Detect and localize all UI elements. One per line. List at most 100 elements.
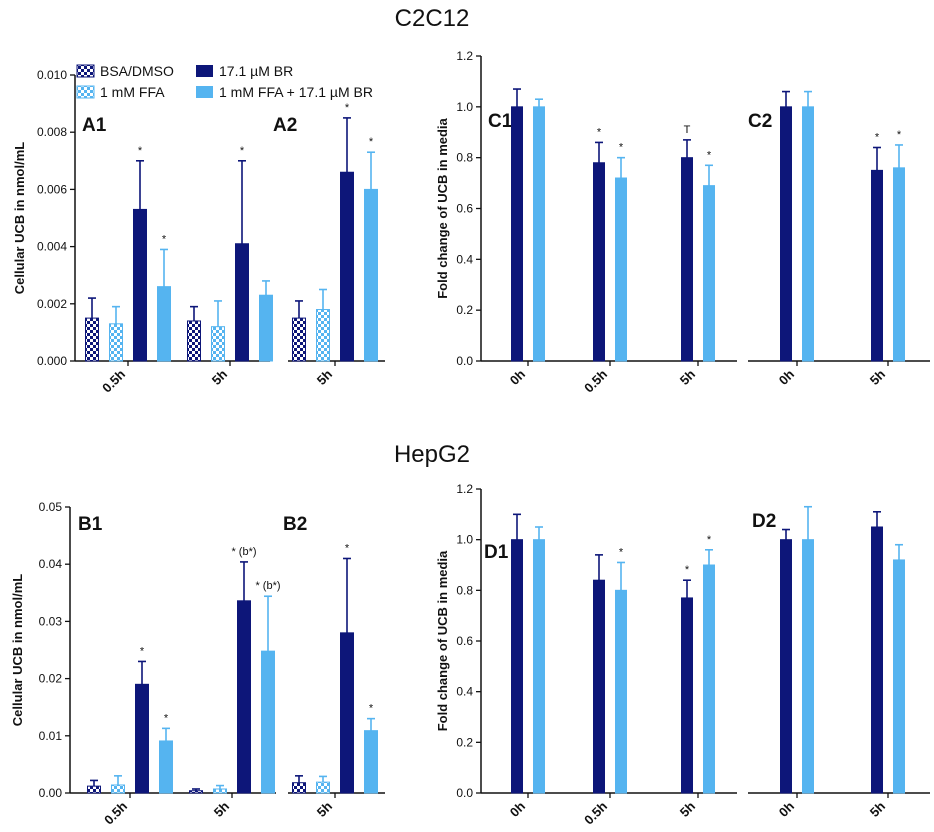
significance-mark: * bbox=[685, 564, 690, 576]
bar bbox=[237, 600, 251, 794]
bar bbox=[511, 106, 523, 362]
y-tick-label: 0.000 bbox=[37, 354, 67, 368]
chart-B: 0.00 0.01 0.02 0.03 0.04 0.05 Cellular UCB in … bbox=[10, 500, 385, 828]
x-tick-label: 5h bbox=[211, 798, 232, 819]
bar bbox=[681, 157, 693, 362]
y-tick-label: 1.0 bbox=[456, 100, 473, 114]
bar bbox=[316, 781, 330, 794]
bar bbox=[292, 317, 306, 362]
bar bbox=[871, 169, 883, 362]
significance-mark: * bbox=[875, 132, 880, 144]
y-tick-label: 0.03 bbox=[39, 614, 63, 628]
legend-swatch-ffa bbox=[76, 85, 95, 99]
bar bbox=[364, 188, 378, 362]
bar bbox=[111, 784, 125, 794]
bar bbox=[87, 785, 101, 794]
x-tick-label: 0.5h bbox=[101, 798, 130, 827]
y-tick-label: 0.01 bbox=[39, 729, 63, 743]
significance-mark: * bbox=[619, 546, 624, 558]
bar bbox=[533, 539, 545, 794]
bar bbox=[133, 208, 147, 362]
bar bbox=[780, 106, 792, 362]
significance-mark: * bbox=[707, 149, 712, 161]
y-tick-label: 0.05 bbox=[39, 500, 63, 514]
significance-mark: * bbox=[897, 129, 902, 141]
panel-B1: B1 0.5h * * 5h * (b*) * (b*) bbox=[70, 514, 281, 828]
chart-A: 0.000 0.002 0.004 0.006 0.008 0.010 Cellular U… bbox=[12, 68, 385, 396]
bar bbox=[893, 167, 905, 362]
y-tick-label: 0.8 bbox=[456, 583, 473, 597]
panel-D2: D2 0h 5h bbox=[748, 505, 930, 820]
x-tick-label: 5h bbox=[209, 366, 230, 387]
plots-layer: 0.000 0.002 0.004 0.006 0.008 0.010 Cellular U… bbox=[10, 49, 930, 828]
chart-D: 0.0 0.2 0.4 0.6 0.8 1.0 1.2 Fold change of UCB … bbox=[435, 482, 930, 828]
bar bbox=[802, 106, 814, 362]
bar bbox=[340, 632, 354, 794]
bar bbox=[615, 589, 627, 794]
y-tick-label: 0.6 bbox=[456, 202, 473, 216]
bar bbox=[292, 782, 306, 794]
x-tick-label: 5h bbox=[677, 366, 698, 387]
y-tick-label: 0.0 bbox=[456, 786, 473, 800]
bar bbox=[871, 526, 883, 794]
significance-mark: * bbox=[140, 645, 145, 657]
legend-label-bsa-dmso: BSA/DMSO bbox=[100, 63, 174, 79]
y-axis-title: Fold change of UCB in media bbox=[435, 117, 450, 298]
significance-mark: * bbox=[240, 145, 245, 157]
panel-C2: C2 0h 5h * * bbox=[748, 90, 930, 388]
x-tick-label: 5h bbox=[677, 798, 698, 819]
bar bbox=[213, 788, 227, 794]
section-title-hepg2: HepG2 bbox=[394, 441, 470, 468]
panel-label: C1 bbox=[488, 111, 513, 132]
panel-D1: D1 0h 0.5h * 5h * * bbox=[481, 513, 737, 828]
panel-label: A2 bbox=[273, 115, 297, 136]
x-tick-label: 0.5h bbox=[99, 366, 128, 395]
bar bbox=[259, 294, 273, 362]
bar bbox=[681, 597, 693, 794]
significance-mark: * (b*) bbox=[255, 580, 280, 592]
bar bbox=[364, 730, 378, 794]
bar bbox=[187, 320, 201, 362]
significance-mark: * bbox=[345, 542, 350, 554]
bar bbox=[615, 177, 627, 362]
y-axis-title: Cellular UCB in nmol/mL bbox=[12, 142, 27, 294]
x-tick-label: 0h bbox=[507, 366, 528, 387]
section-title-c2c12: C2C12 bbox=[395, 5, 470, 32]
significance-mark: * bbox=[345, 102, 350, 114]
panel-B2: B2 5h * * bbox=[283, 514, 385, 820]
y-tick-label: 1.2 bbox=[456, 482, 473, 496]
significance-mark: T bbox=[684, 124, 691, 136]
bar bbox=[85, 317, 99, 362]
chart-C: 0.0 0.2 0.4 0.6 0.8 1.0 1.2 Fold change of UCB … bbox=[435, 49, 930, 396]
y-tick-label: 0.4 bbox=[456, 685, 473, 699]
x-tick-label: 0.5h bbox=[581, 366, 610, 395]
panel-A1: A1 0.5h * * 5h * bbox=[75, 115, 273, 396]
bar bbox=[159, 740, 173, 794]
x-tick-label: 0.5h bbox=[581, 798, 610, 827]
legend-swatch-ffa-br bbox=[196, 86, 213, 98]
bar bbox=[593, 579, 605, 794]
bar bbox=[703, 564, 715, 794]
bar bbox=[135, 683, 149, 794]
bar bbox=[893, 559, 905, 794]
y-tick-label: 0.00 bbox=[39, 786, 63, 800]
y-tick-label: 0.0 bbox=[456, 354, 473, 368]
y-tick-label: 0.8 bbox=[456, 151, 473, 165]
x-tick-label: 0h bbox=[776, 798, 797, 819]
panel-label: D2 bbox=[752, 511, 776, 532]
bar bbox=[189, 790, 203, 794]
x-tick-label: 5h bbox=[314, 366, 335, 387]
bar bbox=[340, 171, 354, 362]
y-tick-label: 0.04 bbox=[39, 557, 63, 571]
significance-mark: * bbox=[369, 136, 374, 148]
bar bbox=[211, 326, 225, 362]
panel-label: A1 bbox=[82, 115, 107, 136]
panel-A2: A2 5h * * bbox=[273, 102, 385, 388]
panel-label: B2 bbox=[283, 514, 307, 535]
x-tick-label: 5h bbox=[867, 366, 888, 387]
y-axis-title: Cellular UCB in nmol/mL bbox=[10, 574, 25, 726]
bar bbox=[533, 106, 545, 362]
y-axis-title: Fold change of UCB in media bbox=[435, 550, 450, 731]
x-tick-label: 0h bbox=[507, 798, 528, 819]
significance-mark: * bbox=[707, 534, 712, 546]
